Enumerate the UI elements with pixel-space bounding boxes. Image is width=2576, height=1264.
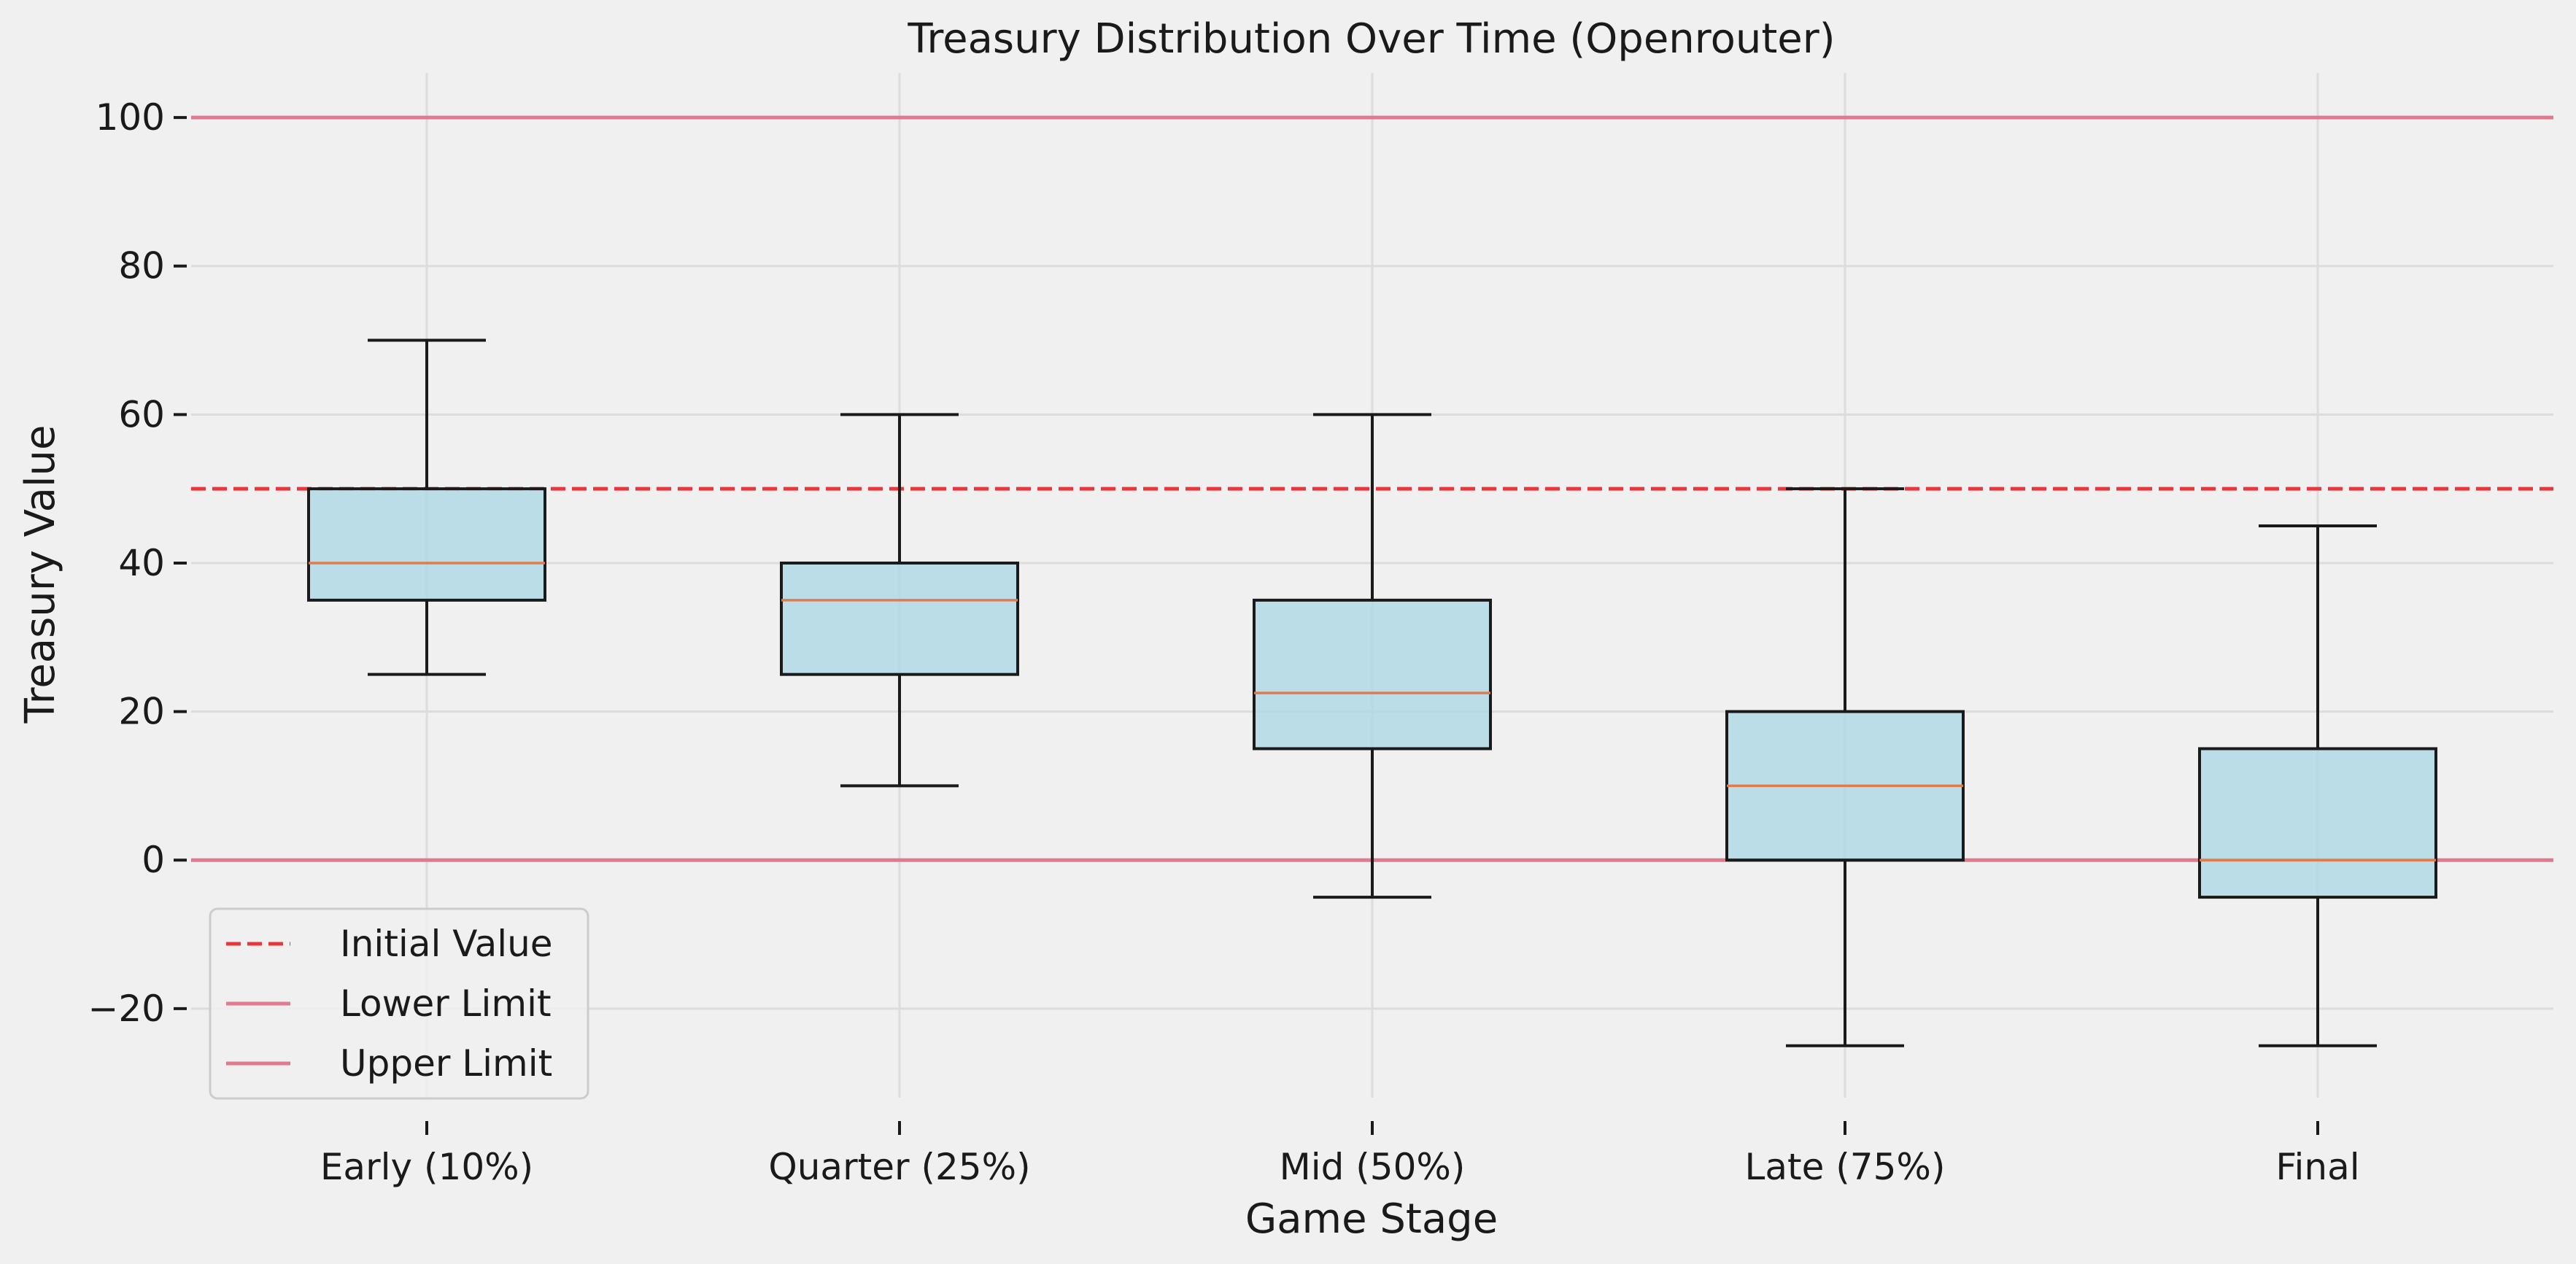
legend-label: Lower Limit [340,982,552,1025]
box-plots [307,338,2437,1047]
box-body [780,561,1019,676]
box-plot [307,338,546,676]
axes: −20 0 20 40 60 80 100 Early (10%) Quarter (25%) M… [88,96,2359,1188]
x-tick-label: Quarter (25%) [768,1146,1030,1188]
legend-box [209,907,589,1100]
box-plot [1253,413,1492,899]
box-body [307,487,546,602]
box-plot [780,413,1019,788]
y-tick-label: 40 [118,542,165,584]
x-tick-label: Early (10%) [320,1146,533,1188]
x-tick-label: Final [2275,1146,2359,1188]
x-tick-label: Late (75%) [1745,1146,1946,1188]
legend-label: Upper Limit [340,1042,552,1085]
y-tick-label: 60 [118,393,165,435]
y-tick-label: 20 [118,691,165,733]
box-body [2198,747,2437,899]
x-tick-label: Mid (50%) [1280,1146,1466,1188]
x-axis-label: Game Stage [1245,1195,1498,1243]
chart-title: Treasury Distribution Over Time (Openrou… [907,15,1835,63]
box-plot [1725,487,1965,1047]
box-body [1253,598,1492,751]
legend-label: Initial Value [340,923,553,965]
y-axis-label: Treasury Value [17,425,64,724]
box-plot [2198,524,2437,1047]
y-tick-label: 100 [96,96,165,139]
y-tick-label: 80 [118,245,165,287]
y-tick-label: −20 [88,988,165,1030]
y-tick-label: 0 [142,839,165,881]
legend: Initial Value Lower Limit Upper Limit [209,907,589,1100]
